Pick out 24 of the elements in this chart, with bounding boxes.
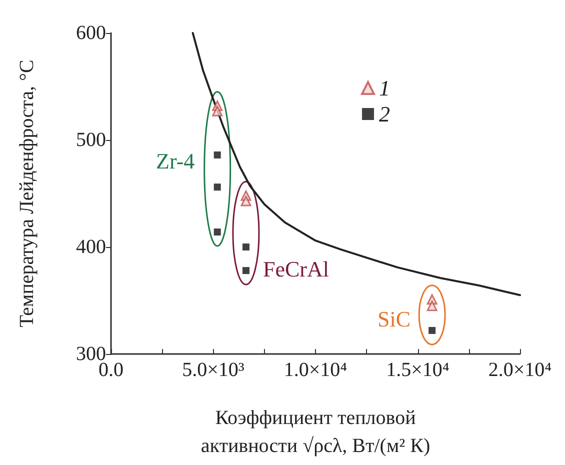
y-tick-label: 400 <box>76 236 106 258</box>
point <box>242 267 250 274</box>
point <box>426 300 438 312</box>
point <box>428 326 436 334</box>
point <box>214 151 221 158</box>
legend-label: 1 <box>379 76 390 100</box>
y-axis-title: Температура Лейденфроста, °C <box>16 60 38 328</box>
point <box>242 244 250 250</box>
point <box>240 196 252 206</box>
x-tick-label: 0.0 <box>98 359 124 381</box>
point <box>212 106 223 116</box>
annotation: Zr-4 <box>156 148 195 174</box>
y-tick-label: 500 <box>76 129 106 151</box>
x-tick-label: 1.0×10⁴ <box>284 359 348 381</box>
legend-label: 2 <box>379 102 390 126</box>
point <box>214 184 221 191</box>
x-tick-label: 2.0×10⁴ <box>488 359 552 381</box>
y-tick-label: 600 <box>76 22 106 44</box>
annotation: FeCrAl <box>262 256 329 282</box>
x-tick-label: 5.0×10³ <box>182 359 244 381</box>
x-tick-label: 1.5×10⁴ <box>386 359 450 381</box>
point <box>214 228 221 236</box>
x-axis-title: Коэффициент тепловой активности √ρcλ, Вт/(м² К) <box>200 407 430 457</box>
annotation: SiC <box>378 306 411 332</box>
